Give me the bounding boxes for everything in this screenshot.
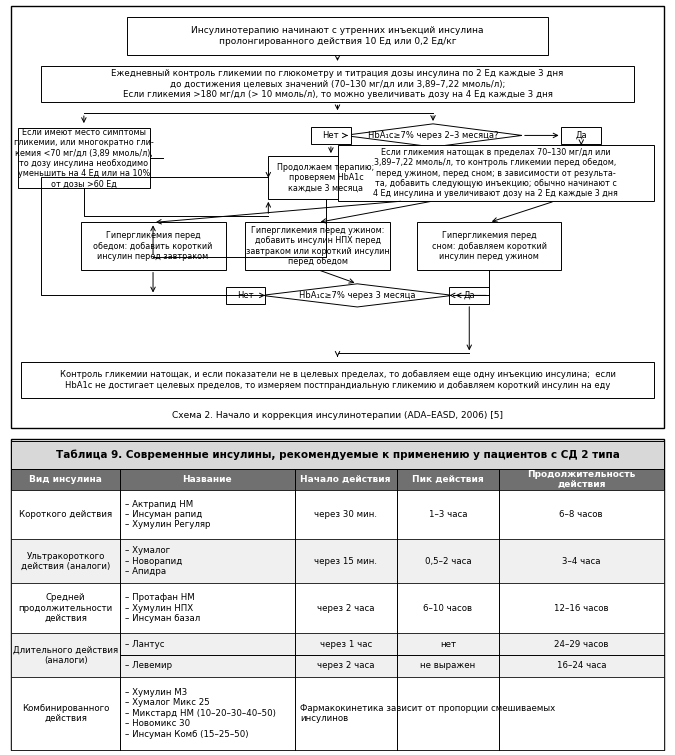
Text: Название: Название <box>182 475 232 484</box>
Text: – Левемир: – Левемир <box>126 661 173 670</box>
Bar <box>416 223 562 270</box>
Text: не выражен: не выражен <box>421 661 475 670</box>
Text: Комбинированного
действия: Комбинированного действия <box>22 704 109 723</box>
Bar <box>18 128 150 188</box>
Text: HbA₁c≥7% через 2–3 месяца?: HbA₁c≥7% через 2–3 месяца? <box>368 131 498 140</box>
Text: 3–4 часа: 3–4 часа <box>562 556 601 565</box>
Text: Да: Да <box>576 131 587 140</box>
Text: 6–8 часов: 6–8 часов <box>560 510 603 519</box>
Text: Таблица 9. Современные инсулины, рекомендуемые к применению у пациентов с СД 2 т: Таблица 9. Современные инсулины, рекомен… <box>55 450 620 461</box>
Text: через 2 часа: через 2 часа <box>317 661 375 670</box>
Bar <box>562 127 601 144</box>
Text: нет: нет <box>440 639 456 649</box>
Polygon shape <box>344 124 522 147</box>
Text: Нет: Нет <box>323 131 340 140</box>
Bar <box>11 539 664 584</box>
Bar <box>311 127 351 144</box>
Text: Пик действия: Пик действия <box>412 475 484 484</box>
Text: – Актрапид НМ
– Инсуман рапид
– Хумулин Регуляр: – Актрапид НМ – Инсуман рапид – Хумулин … <box>126 500 211 529</box>
Text: Гипергликемия перед
обедом: добавить короткий
инсулин перед завтраком: Гипергликемия перед обедом: добавить кор… <box>93 231 213 261</box>
Text: – Хумулин М3
– Хумалог Микс 25
– Микстард НМ (10–20–30–40–50)
– Новомикс 30
– Ин: – Хумулин М3 – Хумалог Микс 25 – Микстар… <box>126 688 276 738</box>
Text: Контроль гликемии натощак, и если показатели не в целевых пределах, то добавляем: Контроль гликемии натощак, и если показа… <box>59 371 616 390</box>
Text: – Лантус: – Лантус <box>126 639 165 649</box>
Bar <box>11 489 664 539</box>
Bar <box>338 145 653 201</box>
Text: Да: Да <box>464 291 475 300</box>
Text: Длительного действия
(аналоги): Длительного действия (аналоги) <box>14 646 118 664</box>
Text: Ультракороткого
действия (аналоги): Ультракороткого действия (аналоги) <box>21 552 111 571</box>
Text: Схема 2. Начало и коррекция инсулинотерапии (ADA–EASD, 2006) [5]: Схема 2. Начало и коррекция инсулинотера… <box>172 411 503 420</box>
Text: 6–10 часов: 6–10 часов <box>423 604 472 612</box>
Text: Продолжительность
действия: Продолжительность действия <box>527 470 635 489</box>
Bar <box>41 66 634 103</box>
Text: Средней
продолжительности
действия: Средней продолжительности действия <box>19 593 113 623</box>
Text: 24–29 часов: 24–29 часов <box>554 639 608 649</box>
Text: 0,5–2 часа: 0,5–2 часа <box>425 556 471 565</box>
Text: через 30 мин.: через 30 мин. <box>315 510 377 519</box>
Bar <box>245 223 390 270</box>
Text: Ежедневный контроль гликемии по глюкометру и титрация дозы инсулина по 2 Ед кажд: Ежедневный контроль гликемии по глюкомет… <box>111 69 564 99</box>
Text: – Протафан НМ
– Хумулин НПХ
– Инсуман базал: – Протафан НМ – Хумулин НПХ – Инсуман ба… <box>126 593 200 623</box>
Text: Инсулинотерапию начинают с утренних инъекций инсулина
пролонгированного действия: Инсулинотерапию начинают с утренних инъе… <box>191 26 484 45</box>
Text: HbA₁c≥7% через 3 месяца: HbA₁c≥7% через 3 месяца <box>299 291 416 300</box>
Text: – Хумалог
– Новорапид
– Апидра: – Хумалог – Новорапид – Апидра <box>126 547 183 576</box>
Text: Гипергликемия перед ужином:
добавить инсулин НПХ перед
завтраком или короткий ин: Гипергликемия перед ужином: добавить инс… <box>246 226 389 267</box>
Bar <box>11 470 664 489</box>
Bar <box>269 156 383 199</box>
Text: Начало действия: Начало действия <box>300 475 391 484</box>
Polygon shape <box>262 284 453 307</box>
Text: через 15 мин.: через 15 мин. <box>315 556 377 565</box>
Bar <box>127 17 548 55</box>
Text: Короткого действия: Короткого действия <box>19 510 112 519</box>
Text: через 2 часа: через 2 часа <box>317 604 375 612</box>
Text: Если имеют место симптомы
гликемии, или многократно гли-
кемия <70 мг/дл (3,89 м: Если имеют место симптомы гликемии, или … <box>14 128 154 189</box>
Bar <box>22 362 653 399</box>
Bar <box>11 584 664 633</box>
Text: через 1 час: через 1 час <box>319 639 372 649</box>
Text: Если гликемия натощак в пределах 70–130 мг/дл или
3,89–7,22 ммоль/л, то контроль: Если гликемия натощак в пределах 70–130 … <box>373 148 618 199</box>
Text: 12–16 часов: 12–16 часов <box>554 604 609 612</box>
Bar <box>11 677 664 750</box>
Text: Продолжаем терапию;
проверяем HbA1c
каждые 3 месяца: Продолжаем терапию; проверяем HbA1c кажд… <box>277 162 375 193</box>
Bar <box>11 633 664 677</box>
Text: 16–24 часа: 16–24 часа <box>556 661 606 670</box>
Bar <box>450 287 489 304</box>
Bar <box>11 441 664 469</box>
Text: Нет: Нет <box>237 291 254 300</box>
Bar <box>80 223 225 270</box>
Text: Гипергликемия перед
сном: добавляем короткий
инсулин перед ужином: Гипергликемия перед сном: добавляем коро… <box>431 231 547 261</box>
Text: 1–3 часа: 1–3 часа <box>429 510 467 519</box>
Text: Вид инсулина: Вид инсулина <box>29 475 102 484</box>
Text: Фармакокинетика зависит от пропорции смешиваемых
инсулинов: Фармакокинетика зависит от пропорции сме… <box>300 704 556 723</box>
Bar <box>225 287 265 304</box>
